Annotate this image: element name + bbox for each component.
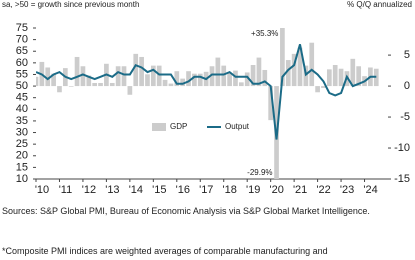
bar <box>139 56 144 87</box>
x-tick-label: '17 <box>199 184 213 196</box>
bar <box>45 67 51 87</box>
subtitle: sa, >50 = growth since previous month <box>2 0 139 9</box>
bar <box>121 66 127 87</box>
x-tick-label: '21 <box>293 184 307 196</box>
bar <box>209 66 215 87</box>
bar <box>303 65 309 87</box>
y2-tick-label: -10 <box>394 142 410 154</box>
bar <box>150 65 156 87</box>
x-tick-label: '14 <box>129 184 143 196</box>
footnote: *Composite PMI indices are weighted aver… <box>2 246 328 256</box>
y-tick-label: 25 <box>16 138 28 150</box>
bar <box>98 82 103 87</box>
bar <box>268 86 274 121</box>
bar <box>250 65 256 87</box>
y2-tick-label: 0 <box>404 80 410 92</box>
y-tick-label: 65 <box>16 45 28 57</box>
y2-tick-label: -5 <box>400 111 410 123</box>
bar <box>309 42 315 87</box>
bar <box>315 86 320 93</box>
legend-swatch <box>152 123 166 131</box>
x-tick-label: '12 <box>82 184 96 196</box>
legend-label: Output <box>225 122 250 131</box>
bar <box>109 82 115 87</box>
bar <box>168 83 174 87</box>
bar <box>127 86 133 95</box>
bar <box>162 79 168 87</box>
bar <box>356 66 362 87</box>
bar <box>244 72 250 87</box>
bar <box>297 47 303 87</box>
bar <box>115 66 121 87</box>
y-tick-label: 70 <box>16 34 28 46</box>
bar <box>221 65 227 87</box>
legend-label: GDP <box>170 122 187 131</box>
bar <box>274 86 279 179</box>
bar <box>280 28 285 87</box>
bar <box>350 58 356 87</box>
bar <box>180 78 186 87</box>
y2-axis-title: % Q/Q annualized <box>347 0 412 9</box>
bar <box>256 57 262 87</box>
bar <box>133 53 139 87</box>
value-label: +35.3% <box>251 29 278 38</box>
x-tick-label: '19 <box>246 184 260 196</box>
bar <box>156 65 162 87</box>
value-label: -29.9% <box>247 168 272 177</box>
x-tick-label: '18 <box>223 184 237 196</box>
bar <box>192 73 197 87</box>
bar <box>68 86 74 87</box>
y-tick-label: 20 <box>16 150 28 162</box>
sources: Sources: S&P Global PMI, Bureau of Econo… <box>2 206 370 216</box>
bar <box>233 70 238 87</box>
bar <box>57 86 62 93</box>
bar <box>145 74 150 87</box>
y2-tick-label: -15 <box>394 173 410 185</box>
bar <box>326 69 332 87</box>
bar <box>215 57 221 87</box>
chart: sa, >50 = growth since previous month % … <box>2 0 412 196</box>
x-tick-label: '11 <box>59 184 73 196</box>
x-tick-label: '23 <box>340 184 354 196</box>
y-tick-label: 75 <box>16 22 28 34</box>
bar <box>92 82 98 87</box>
x-tick-label: '24 <box>363 184 377 196</box>
bar <box>291 53 297 87</box>
bar <box>36 76 39 87</box>
bar <box>51 73 56 87</box>
x-tick-label: '16 <box>176 184 190 196</box>
x-tick-label: '15 <box>152 184 166 196</box>
plot-area <box>36 28 379 179</box>
bar <box>86 75 92 87</box>
bar <box>74 56 80 87</box>
bar <box>285 60 291 87</box>
bar <box>227 73 232 87</box>
y-tick-label: 60 <box>16 57 28 69</box>
y2-tick-label: 5 <box>404 49 410 61</box>
y-tick-label: 50 <box>16 80 28 92</box>
line <box>36 44 377 140</box>
x-tick-label: '13 <box>105 184 119 196</box>
bar <box>238 82 244 87</box>
bar <box>174 71 180 87</box>
y-tick-label: 40 <box>16 103 28 115</box>
y-tick-label: 30 <box>16 126 28 138</box>
bar <box>262 69 268 87</box>
x-tick-label: '10 <box>35 184 49 196</box>
bar <box>80 66 86 87</box>
bar <box>321 86 326 88</box>
x-tick-label: '20 <box>269 184 283 196</box>
bar <box>338 68 344 87</box>
y-tick-label: 10 <box>16 173 28 185</box>
y-tick-label: 15 <box>16 161 28 173</box>
y-tick-label: 35 <box>16 115 28 127</box>
y-tick-label: 55 <box>16 68 28 80</box>
x-tick-label: '22 <box>316 184 330 196</box>
y-tick-label: 45 <box>16 92 28 104</box>
bar <box>197 73 203 87</box>
bar <box>186 71 191 87</box>
bar <box>332 65 338 87</box>
